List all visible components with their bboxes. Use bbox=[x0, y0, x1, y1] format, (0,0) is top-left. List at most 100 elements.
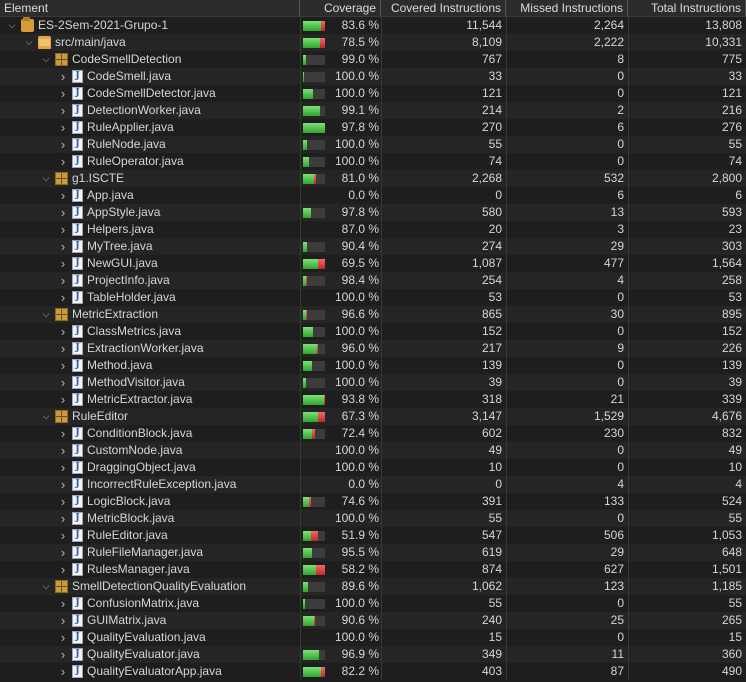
expand-chevron-right-icon[interactable]: › bbox=[60, 103, 66, 118]
total-instructions-cell: 216 bbox=[628, 102, 746, 119]
package-icon bbox=[55, 580, 68, 593]
coverage-cell: 51.9 % bbox=[300, 527, 381, 544]
column-header-total-instructions[interactable]: Total Instructions bbox=[628, 0, 746, 16]
expand-chevron-right-icon[interactable]: › bbox=[60, 647, 66, 662]
expand-chevron-right-icon[interactable]: › bbox=[60, 630, 66, 645]
expand-chevron-down-icon[interactable]: ⌵ bbox=[42, 173, 50, 183]
tree-row[interactable]: ⌵ CodeSmellDetection 99.0 % 767 8 775 bbox=[0, 51, 746, 68]
coverage-cell: 100.0 % bbox=[300, 323, 381, 340]
covered-instructions-cell: 15 bbox=[381, 629, 506, 646]
expand-chevron-right-icon[interactable]: › bbox=[60, 511, 66, 526]
java-file-icon bbox=[72, 495, 83, 508]
expand-chevron-down-icon[interactable]: ⌵ bbox=[42, 581, 50, 591]
covered-bar-segment bbox=[303, 428, 312, 439]
expand-chevron-down-icon[interactable]: ⌵ bbox=[42, 54, 50, 64]
expand-chevron-right-icon[interactable]: › bbox=[60, 222, 66, 237]
expand-chevron-right-icon[interactable]: › bbox=[60, 137, 66, 152]
expand-chevron-right-icon[interactable]: › bbox=[60, 664, 66, 679]
column-header-coverage[interactable]: Coverage bbox=[300, 0, 381, 16]
expand-chevron-right-icon[interactable]: › bbox=[60, 443, 66, 458]
tree-row[interactable]: ⌵ RuleEditor 67.3 % 3,147 1,529 4,676 bbox=[0, 408, 746, 425]
expand-chevron-down-icon[interactable]: ⌵ bbox=[8, 20, 16, 30]
expand-chevron-right-icon[interactable]: › bbox=[60, 494, 66, 509]
expand-chevron-right-icon[interactable]: › bbox=[60, 358, 66, 373]
element-cell: ⌵ MetricExtraction bbox=[0, 306, 300, 323]
expand-chevron-right-icon[interactable]: › bbox=[60, 545, 66, 560]
expand-chevron-right-icon[interactable]: › bbox=[60, 69, 66, 84]
expand-chevron-right-icon[interactable]: › bbox=[60, 375, 66, 390]
expand-chevron-right-icon[interactable]: › bbox=[60, 341, 66, 356]
expand-chevron-right-icon[interactable]: › bbox=[60, 324, 66, 339]
expand-chevron-right-icon[interactable]: › bbox=[60, 273, 66, 288]
expand-chevron-right-icon[interactable]: › bbox=[60, 239, 66, 254]
expand-chevron-right-icon[interactable]: › bbox=[60, 290, 66, 305]
expand-chevron-right-icon[interactable]: › bbox=[60, 256, 66, 271]
total-instructions-cell: 303 bbox=[628, 238, 746, 255]
column-header-element[interactable]: Element bbox=[0, 0, 300, 16]
tree-row[interactable]: ⌵ src/main/java 78.5 % 8,109 2,222 10,331 bbox=[0, 34, 746, 51]
expand-chevron-right-icon[interactable]: › bbox=[60, 86, 66, 101]
expand-chevron-right-icon[interactable]: › bbox=[60, 392, 66, 407]
expand-chevron-down-icon[interactable]: ⌵ bbox=[42, 309, 50, 319]
element-name: ClassMetrics.java bbox=[87, 324, 182, 338]
expand-chevron-right-icon[interactable]: › bbox=[60, 596, 66, 611]
expand-chevron-right-icon[interactable]: › bbox=[60, 120, 66, 135]
coverage-percent: 100.0 % bbox=[334, 290, 379, 304]
expand-chevron-right-icon[interactable]: › bbox=[60, 477, 66, 492]
tree-row[interactable]: ⌵ g1.ISCTE 81.0 % 2,268 532 2,800 bbox=[0, 170, 746, 187]
tree-row[interactable]: ⌵ MetricExtraction 96.6 % 865 30 895 bbox=[0, 306, 746, 323]
column-header-missed-instructions[interactable]: Missed Instructions bbox=[506, 0, 628, 16]
tree-row[interactable]: ⌵ SmellDetectionQualityEvaluation 89.6 % 1,… bbox=[0, 578, 746, 595]
element-cell: › IncorrectRuleException.java bbox=[0, 476, 300, 493]
expand-chevron-down-icon[interactable]: ⌵ bbox=[42, 411, 50, 421]
expand-chevron-right-icon[interactable]: › bbox=[60, 188, 66, 203]
expand-chevron-right-icon[interactable]: › bbox=[60, 613, 66, 628]
expand-chevron-right-icon[interactable]: › bbox=[60, 205, 66, 220]
column-header-covered-instructions[interactable]: Covered Instructions bbox=[381, 0, 506, 16]
expand-chevron-right-icon[interactable]: › bbox=[60, 154, 66, 169]
tree-row[interactable]: ⌵ ES-2Sem-2021-Grupo-1 83.6 % 11,544 2,264 13… bbox=[0, 17, 746, 34]
java-file-icon bbox=[72, 189, 83, 202]
expand-chevron-right-icon[interactable]: › bbox=[60, 528, 66, 543]
covered-instructions-cell: 391 bbox=[381, 493, 506, 510]
expand-chevron-right-icon[interactable]: › bbox=[60, 426, 66, 441]
coverage-percent: 100.0 % bbox=[334, 69, 379, 83]
expand-chevron-right-icon[interactable]: › bbox=[60, 460, 66, 475]
expand-chevron-right-icon[interactable]: › bbox=[60, 562, 66, 577]
missed-instructions-cell: 0 bbox=[506, 374, 628, 391]
coverage-bar bbox=[303, 377, 325, 388]
expand-chevron-down-icon[interactable]: ⌵ bbox=[25, 37, 33, 47]
